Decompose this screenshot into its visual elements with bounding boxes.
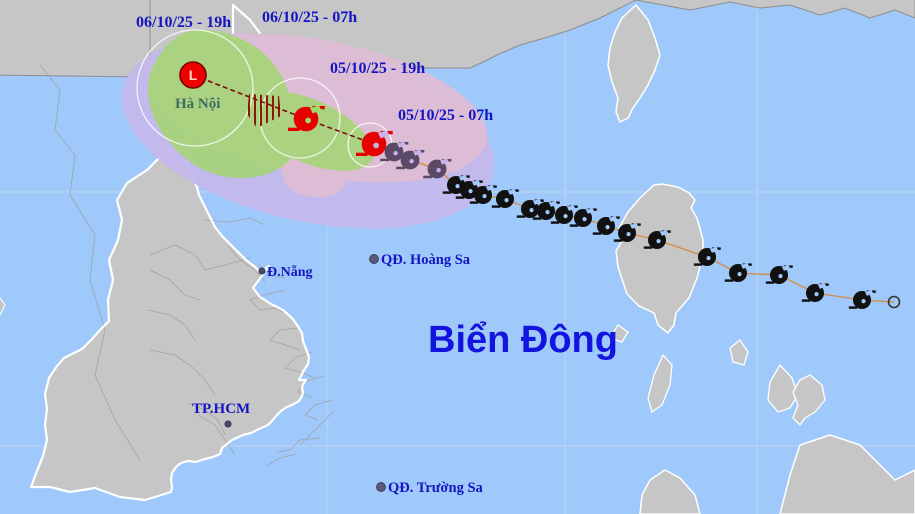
svg-text:Hà Nội: Hà Nội xyxy=(175,96,220,112)
svg-text:TP.HCM: TP.HCM xyxy=(192,401,250,417)
svg-text:L: L xyxy=(189,67,198,83)
svg-text:06/10/25 - 07h: 06/10/25 - 07h xyxy=(262,9,357,26)
svg-text:06/10/25 - 19h: 06/10/25 - 19h xyxy=(136,14,231,31)
svg-text:QĐ. Hoàng Sa: QĐ. Hoàng Sa xyxy=(381,252,471,268)
svg-text:Đ.Nẵng: Đ.Nẵng xyxy=(267,264,313,280)
svg-text:05/10/25 - 19h: 05/10/25 - 19h xyxy=(330,60,425,77)
svg-text:Biển Đông: Biển Đông xyxy=(428,319,618,361)
svg-text:QĐ. Trường Sa: QĐ. Trường Sa xyxy=(388,480,484,496)
svg-text:05/10/25 - 07h: 05/10/25 - 07h xyxy=(398,107,493,124)
